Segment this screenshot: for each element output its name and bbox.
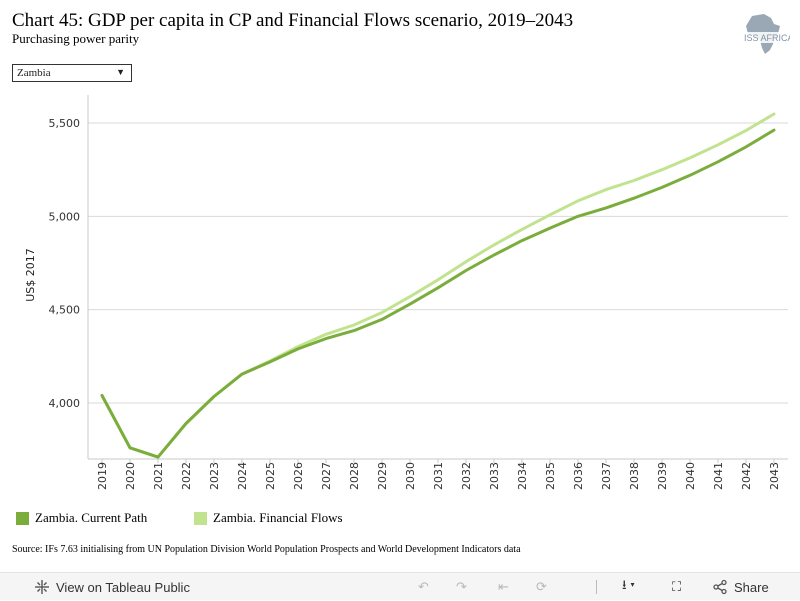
x-tick-label: 2037 bbox=[600, 462, 613, 490]
legend-label: Zambia. Current Path bbox=[35, 510, 148, 525]
share-icon bbox=[713, 579, 727, 595]
country-filter-value: Zambia bbox=[17, 67, 51, 79]
view-on-tableau-button[interactable]: View on Tableau Public bbox=[34, 573, 190, 601]
view-on-tableau-label: View on Tableau Public bbox=[56, 579, 190, 595]
redo-icon: ↷ bbox=[456, 579, 467, 594]
y-axis-label: US$ 2017 bbox=[24, 248, 37, 302]
chart-legend: Zambia. Current Path Zambia. Financial F… bbox=[0, 508, 800, 530]
y-tick-labels: 4,000 4,500 5,000 5,500 bbox=[49, 117, 81, 410]
y-tick-label: 5,500 bbox=[49, 117, 81, 130]
x-tick-label: 2021 bbox=[152, 462, 165, 490]
x-tick-label: 2035 bbox=[544, 462, 557, 490]
x-tick-label: 2041 bbox=[712, 462, 725, 490]
refresh-button[interactable]: ⟳ bbox=[536, 573, 547, 601]
x-tick-label: 2042 bbox=[740, 462, 753, 490]
x-tick-label: 2022 bbox=[180, 462, 193, 490]
x-tick-label: 2038 bbox=[628, 462, 641, 490]
redo-button[interactable]: ↷ bbox=[456, 573, 467, 601]
x-tick-label: 2026 bbox=[292, 462, 305, 490]
refresh-icon: ⟳ bbox=[536, 579, 547, 594]
x-tick-label: 2036 bbox=[572, 462, 585, 490]
x-tick-label: 2033 bbox=[488, 462, 501, 490]
x-tick-label: 2039 bbox=[656, 462, 669, 490]
source-note: Source: IFs 7.63 initialising from UN Po… bbox=[12, 544, 521, 555]
x-tick-label: 2020 bbox=[124, 462, 137, 490]
fullscreen-button[interactable]: ⛶ bbox=[672, 573, 681, 601]
undo-button[interactable]: ↶ bbox=[418, 573, 429, 601]
y-tick-label: 4,000 bbox=[49, 397, 81, 410]
dropdown-triangle-icon: ▼ bbox=[116, 67, 125, 77]
tableau-toolbar: View on Tableau Public ↶ ↷ ⇤ ⟳ ⭳ ▾ ⛶ Sha… bbox=[0, 572, 800, 600]
legend-swatch bbox=[16, 511, 29, 525]
series-line-current-path[interactable] bbox=[100, 128, 776, 459]
x-tick-label: 2019 bbox=[96, 462, 109, 490]
y-tick-label: 5,000 bbox=[49, 210, 81, 223]
x-tick-label: 2034 bbox=[516, 462, 529, 490]
legend-label: Zambia. Financial Flows bbox=[213, 510, 343, 525]
legend-swatch bbox=[194, 511, 207, 525]
y-tick-label: 4,500 bbox=[49, 304, 81, 317]
x-tick-label: 2029 bbox=[376, 462, 389, 490]
revert-icon: ⇤ bbox=[498, 579, 509, 594]
iss-africa-logo: ISS AFRICA bbox=[742, 14, 790, 54]
share-button[interactable]: Share bbox=[712, 573, 769, 601]
fullscreen-icon: ⛶ bbox=[672, 579, 682, 594]
x-tick-label: 2024 bbox=[236, 462, 249, 490]
x-tick-label: 2027 bbox=[320, 462, 333, 490]
country-filter-dropdown[interactable]: Zambia ▼ bbox=[12, 64, 132, 82]
download-icon: ⭳ ▾ bbox=[622, 577, 635, 592]
logo-text: ISS AFRICA bbox=[744, 33, 790, 43]
download-button[interactable]: ⭳ ▾ bbox=[622, 573, 635, 601]
revert-button[interactable]: ⇤ bbox=[498, 573, 509, 601]
x-tick-label: 2031 bbox=[432, 462, 445, 490]
line-chart: 4,000 4,500 5,000 5,500 2019 2020 2021 2022 202… bbox=[24, 95, 788, 490]
x-tick-label: 2025 bbox=[264, 462, 277, 490]
toolbar-divider bbox=[596, 580, 597, 594]
x-tick-label: 2043 bbox=[768, 462, 781, 490]
undo-icon: ↶ bbox=[418, 579, 429, 594]
x-tick-label: 2032 bbox=[460, 462, 473, 490]
gridlines bbox=[88, 122, 788, 404]
series-lines bbox=[100, 112, 776, 459]
x-tick-label: 2040 bbox=[684, 462, 697, 490]
x-tick-label: 2030 bbox=[404, 462, 417, 490]
page-subtitle: Purchasing power parity bbox=[12, 31, 140, 46]
x-tick-labels: 2019 2020 2021 2022 2023 2024 2025 2026 2027 2028… bbox=[96, 459, 781, 490]
share-label: Share bbox=[734, 579, 769, 595]
legend-item-financial-flows[interactable]: Zambia. Financial Flows bbox=[194, 510, 343, 526]
x-tick-label: 2028 bbox=[348, 462, 361, 490]
tableau-icon bbox=[35, 580, 49, 594]
x-tick-label: 2023 bbox=[208, 462, 221, 490]
legend-item-current-path[interactable]: Zambia. Current Path bbox=[16, 510, 147, 526]
page-title: Chart 45: GDP per capita in CP and Finan… bbox=[12, 10, 574, 31]
